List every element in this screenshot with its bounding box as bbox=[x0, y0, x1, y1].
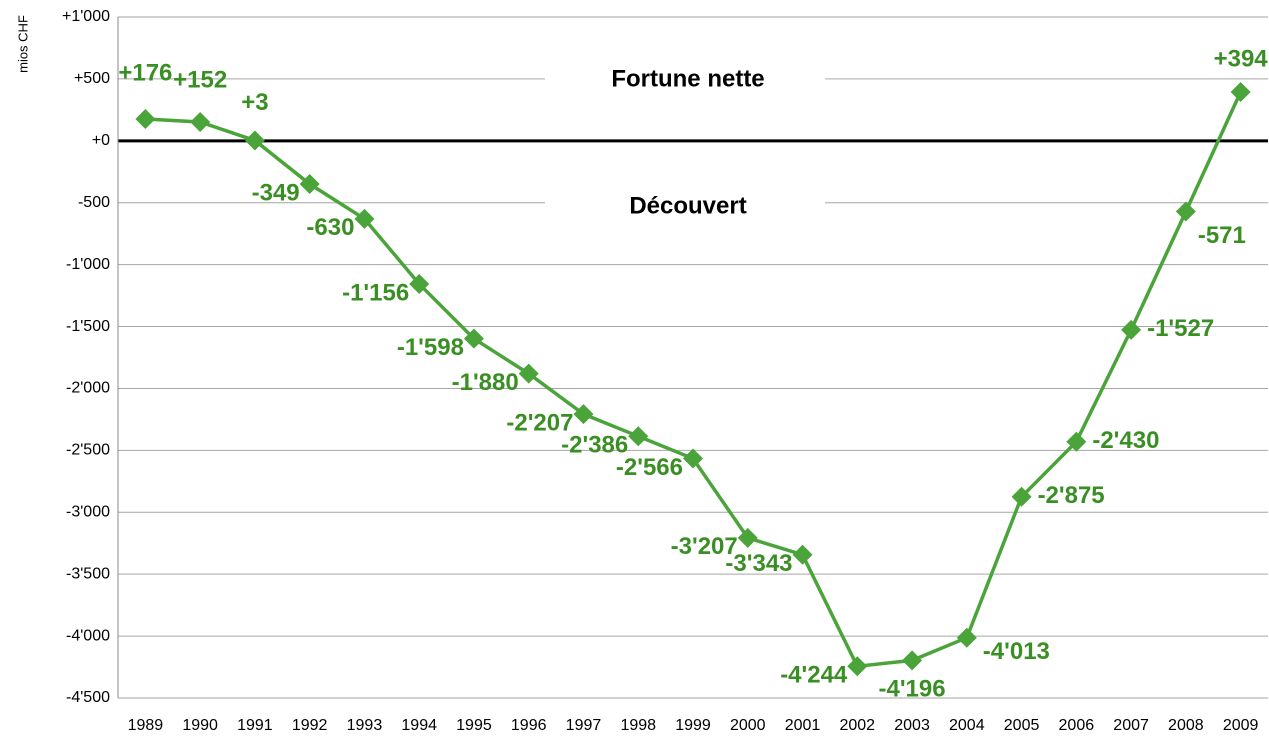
y-tick-label: +0 bbox=[92, 132, 110, 149]
marker bbox=[792, 544, 813, 565]
marker bbox=[135, 109, 156, 130]
marker bbox=[628, 426, 649, 447]
x-tick-label: 2002 bbox=[839, 717, 875, 734]
y-tick-label: +1'000 bbox=[62, 8, 110, 25]
value-label: -571 bbox=[1198, 222, 1246, 249]
x-tick-label: 2006 bbox=[1059, 717, 1095, 734]
marker bbox=[573, 404, 594, 425]
value-label: -4'196 bbox=[879, 676, 946, 703]
value-label: -3'343 bbox=[725, 550, 792, 577]
value-label: +152 bbox=[173, 66, 227, 93]
y-tick-label: -4'500 bbox=[66, 689, 110, 706]
y-tick-label: -3'500 bbox=[66, 565, 110, 582]
x-tick-label: 2007 bbox=[1113, 717, 1149, 734]
annotation-bg bbox=[545, 187, 825, 227]
value-label: -349 bbox=[252, 179, 300, 206]
value-label: -1'527 bbox=[1147, 315, 1214, 342]
annotation: Fortune nette bbox=[611, 65, 764, 92]
x-tick-label: 1995 bbox=[456, 717, 492, 734]
x-tick-label: 1993 bbox=[347, 717, 383, 734]
value-label: -1'880 bbox=[452, 369, 519, 396]
annotation-bg bbox=[545, 60, 825, 100]
value-label: -3'207 bbox=[671, 533, 738, 560]
value-label: -4'244 bbox=[780, 662, 848, 689]
value-label: -2'207 bbox=[506, 409, 573, 436]
marker bbox=[1066, 431, 1087, 452]
value-label: -2'875 bbox=[1038, 482, 1105, 509]
y-tick-label: -3'000 bbox=[66, 503, 110, 520]
marker bbox=[847, 656, 868, 677]
marker bbox=[1121, 319, 1142, 340]
x-tick-label: 1998 bbox=[620, 717, 656, 734]
x-tick-label: 2001 bbox=[785, 717, 821, 734]
marker bbox=[244, 130, 265, 151]
value-label: -1'598 bbox=[397, 334, 464, 361]
marker bbox=[956, 627, 977, 648]
x-tick-label: 1994 bbox=[401, 717, 437, 734]
value-label: -4'013 bbox=[983, 638, 1050, 665]
marker bbox=[463, 328, 484, 349]
x-tick-label: 2005 bbox=[1004, 717, 1040, 734]
marker bbox=[683, 448, 703, 469]
value-label: +394 bbox=[1214, 45, 1269, 72]
y-tick-label: -4'000 bbox=[66, 627, 110, 644]
value-label: +176 bbox=[118, 59, 172, 86]
y-tick-label: -2'500 bbox=[66, 442, 110, 459]
x-tick-label: 2008 bbox=[1168, 717, 1204, 734]
y-tick-label: +500 bbox=[74, 70, 110, 87]
value-label: -2'386 bbox=[561, 432, 628, 459]
marker bbox=[1230, 82, 1251, 103]
y-axis-label: mios CHF bbox=[15, 15, 30, 73]
x-tick-label: 2009 bbox=[1223, 717, 1259, 734]
marker bbox=[1011, 486, 1032, 507]
x-tick-label: 2003 bbox=[894, 717, 930, 734]
marker bbox=[190, 111, 211, 132]
y-tick-label: -500 bbox=[78, 194, 110, 211]
value-label: -630 bbox=[306, 214, 354, 241]
x-tick-label: 1992 bbox=[292, 717, 328, 734]
marker bbox=[737, 527, 758, 548]
marker bbox=[299, 174, 320, 195]
marker bbox=[1175, 201, 1196, 222]
marker bbox=[354, 208, 375, 229]
y-tick-label: -1'500 bbox=[66, 318, 110, 335]
x-tick-label: 1999 bbox=[675, 717, 711, 734]
x-tick-label: 1997 bbox=[566, 717, 602, 734]
y-tick-label: -1'000 bbox=[66, 256, 110, 273]
x-tick-label: 1996 bbox=[511, 717, 547, 734]
marker bbox=[409, 273, 430, 294]
marker bbox=[902, 650, 923, 671]
x-tick-label: 1989 bbox=[128, 717, 164, 734]
x-tick-label: 2004 bbox=[949, 717, 985, 734]
value-label: -2'566 bbox=[616, 454, 683, 481]
x-tick-label: 2000 bbox=[730, 717, 766, 734]
y-tick-label: -2'000 bbox=[66, 380, 110, 397]
annotation: Découvert bbox=[629, 192, 746, 219]
value-label: -2'430 bbox=[1092, 427, 1159, 454]
value-label: -1'156 bbox=[342, 279, 409, 306]
x-tick-label: 1991 bbox=[237, 717, 273, 734]
marker bbox=[518, 363, 539, 384]
value-label: +3 bbox=[241, 89, 268, 116]
x-tick-label: 1990 bbox=[182, 717, 218, 734]
